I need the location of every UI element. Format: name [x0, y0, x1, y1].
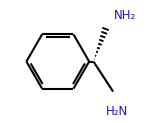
Text: NH₂: NH₂ — [114, 9, 137, 23]
Text: H₂N: H₂N — [106, 105, 128, 118]
